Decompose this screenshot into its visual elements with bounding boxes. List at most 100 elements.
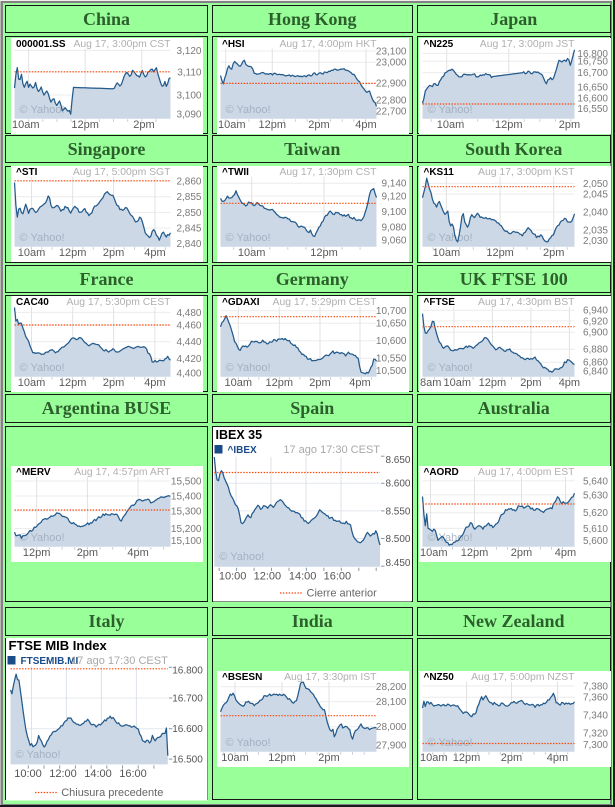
svg-text:16.700: 16.700 bbox=[172, 693, 203, 704]
svg-text:12:00: 12:00 bbox=[49, 768, 77, 780]
svg-text:12pm: 12pm bbox=[266, 377, 294, 389]
svg-text:^HSI: ^HSI bbox=[222, 39, 245, 50]
svg-text:22,900: 22,900 bbox=[376, 79, 407, 90]
svg-text:12pm: 12pm bbox=[59, 247, 87, 259]
svg-text:7,300: 7,300 bbox=[582, 740, 607, 751]
svg-text:10:00: 10:00 bbox=[14, 768, 42, 780]
svg-text:4,400: 4,400 bbox=[176, 369, 201, 380]
svg-text:5,600: 5,600 bbox=[582, 536, 607, 547]
svg-text:8.500: 8.500 bbox=[385, 534, 410, 545]
svg-text:5,610: 5,610 bbox=[582, 524, 607, 535]
svg-text:© Yahoo!: © Yahoo! bbox=[226, 737, 271, 749]
svg-text:7,360: 7,360 bbox=[582, 693, 607, 704]
svg-text:4,460: 4,460 bbox=[176, 320, 201, 331]
svg-text:^NZ50: ^NZ50 bbox=[423, 672, 454, 683]
svg-text:10am: 10am bbox=[420, 752, 448, 764]
svg-text:8.650: 8.650 bbox=[385, 455, 410, 466]
svg-text:27,900: 27,900 bbox=[376, 740, 407, 751]
svg-text:28,200: 28,200 bbox=[376, 682, 407, 693]
svg-text:10am: 10am bbox=[18, 247, 46, 259]
svg-text:14:00: 14:00 bbox=[289, 571, 317, 583]
svg-text:^STI: ^STI bbox=[16, 167, 38, 178]
svg-text:28,100: 28,100 bbox=[376, 697, 407, 708]
svg-text:2pm: 2pm bbox=[542, 247, 563, 259]
svg-text:^N225: ^N225 bbox=[423, 39, 453, 50]
svg-text:Aug 17, 5:29pm CEST: Aug 17, 5:29pm CEST bbox=[273, 297, 378, 308]
svg-text:6,940: 6,940 bbox=[582, 306, 607, 317]
svg-text:^AORD: ^AORD bbox=[423, 467, 458, 478]
svg-text:2pm: 2pm bbox=[309, 377, 330, 389]
svg-text:^MERV: ^MERV bbox=[16, 467, 51, 478]
svg-text:4pm: 4pm bbox=[144, 247, 165, 259]
svg-text:Aug 17, 4:30pm BST: Aug 17, 4:30pm BST bbox=[478, 297, 575, 308]
svg-text:9,120: 9,120 bbox=[381, 191, 406, 202]
svg-text:2pm: 2pm bbox=[103, 247, 124, 259]
svg-text:16.600: 16.600 bbox=[172, 724, 203, 735]
svg-text:16.800: 16.800 bbox=[172, 665, 203, 676]
svg-text:10am: 10am bbox=[432, 247, 460, 259]
svg-text:16,700: 16,700 bbox=[577, 68, 608, 79]
svg-text:6,840: 6,840 bbox=[582, 367, 607, 378]
svg-text:7,320: 7,320 bbox=[582, 729, 607, 740]
svg-text:3,090: 3,090 bbox=[176, 109, 201, 120]
svg-text:10am: 10am bbox=[436, 119, 464, 131]
svg-text:10am: 10am bbox=[225, 377, 253, 389]
svg-text:12:00: 12:00 bbox=[254, 571, 282, 583]
svg-text:2pm: 2pm bbox=[308, 119, 329, 131]
svg-text:4pm: 4pm bbox=[558, 377, 579, 389]
svg-text:4pm: 4pm bbox=[355, 119, 376, 131]
svg-text:© Yahoo!: © Yahoo! bbox=[20, 104, 65, 116]
svg-text:Aug 17, 4:00pm HKT: Aug 17, 4:00pm HKT bbox=[279, 39, 377, 50]
svg-text:16,750: 16,750 bbox=[577, 57, 608, 68]
svg-text:8.550: 8.550 bbox=[385, 506, 410, 517]
svg-text:2pm: 2pm bbox=[318, 752, 339, 764]
svg-text:5,640: 5,640 bbox=[582, 476, 607, 487]
svg-text:22,800: 22,800 bbox=[376, 96, 407, 107]
svg-text:FTSE MIB Index: FTSE MIB Index bbox=[9, 638, 108, 653]
svg-text:15,200: 15,200 bbox=[171, 524, 202, 535]
svg-text:16,650: 16,650 bbox=[577, 83, 608, 94]
svg-text:2pm: 2pm bbox=[77, 547, 98, 559]
svg-text:28,000: 28,000 bbox=[376, 722, 407, 733]
svg-text:© Yahoo!: © Yahoo! bbox=[427, 232, 472, 244]
svg-text:5,620: 5,620 bbox=[582, 508, 607, 519]
svg-text:6,860: 6,860 bbox=[582, 358, 607, 369]
svg-text:Aug 17, 4:00pm EST: Aug 17, 4:00pm EST bbox=[478, 467, 575, 478]
svg-text:6,900: 6,900 bbox=[582, 328, 607, 339]
svg-text:^BSESN: ^BSESN bbox=[222, 672, 262, 683]
svg-text:2,845: 2,845 bbox=[176, 224, 201, 235]
svg-text:© Yahoo!: © Yahoo! bbox=[427, 104, 472, 116]
svg-text:15,500: 15,500 bbox=[171, 476, 202, 487]
svg-text:2,850: 2,850 bbox=[176, 208, 201, 219]
svg-text:17 ago 17:30 CEST: 17 ago 17:30 CEST bbox=[71, 655, 168, 667]
svg-text:10,650: 10,650 bbox=[376, 319, 407, 330]
svg-text:16:00: 16:00 bbox=[324, 571, 352, 583]
svg-text:2,035: 2,035 bbox=[582, 225, 607, 236]
svg-text:10:00: 10:00 bbox=[219, 571, 247, 583]
svg-text:12pm: 12pm bbox=[486, 247, 514, 259]
svg-text:10am: 10am bbox=[12, 119, 40, 131]
svg-text:^IBEX: ^IBEX bbox=[228, 445, 258, 456]
svg-text:12pm: 12pm bbox=[495, 119, 523, 131]
svg-text:9,140: 9,140 bbox=[381, 179, 406, 190]
svg-text:© Yahoo!: © Yahoo! bbox=[20, 232, 65, 244]
svg-text:2pm: 2pm bbox=[520, 377, 541, 389]
svg-text:6,920: 6,920 bbox=[582, 316, 607, 327]
svg-text:16,550: 16,550 bbox=[577, 104, 608, 115]
svg-text:12pm: 12pm bbox=[71, 119, 99, 131]
svg-text:4,480: 4,480 bbox=[176, 308, 201, 319]
svg-text:© Yahoo!: © Yahoo! bbox=[427, 362, 472, 374]
svg-text:10am: 10am bbox=[443, 377, 471, 389]
svg-text:8.450: 8.450 bbox=[385, 558, 410, 569]
svg-text:Aug 17, 5:30pm CEST: Aug 17, 5:30pm CEST bbox=[67, 297, 172, 308]
svg-text:© Yahoo!: © Yahoo! bbox=[226, 232, 271, 244]
svg-text:^GDAXI: ^GDAXI bbox=[222, 297, 260, 308]
svg-text:10,600: 10,600 bbox=[376, 336, 407, 347]
svg-text:4pm: 4pm bbox=[546, 752, 567, 764]
svg-text:© Yahoo!: © Yahoo! bbox=[427, 532, 472, 544]
svg-text:Aug 17, 3:00pm CST: Aug 17, 3:00pm CST bbox=[73, 39, 171, 50]
svg-text:12pm: 12pm bbox=[478, 377, 506, 389]
svg-text:2pm: 2pm bbox=[510, 547, 531, 559]
svg-text:4pm: 4pm bbox=[554, 547, 575, 559]
svg-text:10am: 10am bbox=[420, 547, 448, 559]
